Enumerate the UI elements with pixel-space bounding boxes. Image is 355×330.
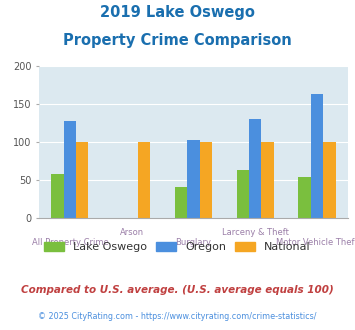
Text: Motor Vehicle Theft: Motor Vehicle Theft <box>276 238 355 247</box>
Bar <box>311 94 323 218</box>
Legend: Lake Oswego, Oregon, National: Lake Oswego, Oregon, National <box>40 238 315 257</box>
Bar <box>175 187 187 218</box>
Text: © 2025 CityRating.com - https://www.cityrating.com/crime-statistics/: © 2025 CityRating.com - https://www.city… <box>38 312 317 321</box>
Bar <box>51 174 64 218</box>
Bar <box>261 142 274 218</box>
Text: Burglary: Burglary <box>175 238 212 247</box>
Bar <box>64 121 76 218</box>
Bar <box>299 177 311 218</box>
Text: Arson: Arson <box>120 228 144 237</box>
Bar <box>76 142 88 218</box>
Text: All Property Crime: All Property Crime <box>32 238 108 247</box>
Bar <box>187 140 200 218</box>
Bar <box>249 119 261 218</box>
Text: Compared to U.S. average. (U.S. average equals 100): Compared to U.S. average. (U.S. average … <box>21 285 334 295</box>
Text: Property Crime Comparison: Property Crime Comparison <box>63 33 292 48</box>
Text: Larceny & Theft: Larceny & Theft <box>222 228 289 237</box>
Bar <box>200 142 212 218</box>
Bar <box>138 142 150 218</box>
Text: 2019 Lake Oswego: 2019 Lake Oswego <box>100 5 255 20</box>
Bar <box>323 142 335 218</box>
Bar <box>237 170 249 218</box>
